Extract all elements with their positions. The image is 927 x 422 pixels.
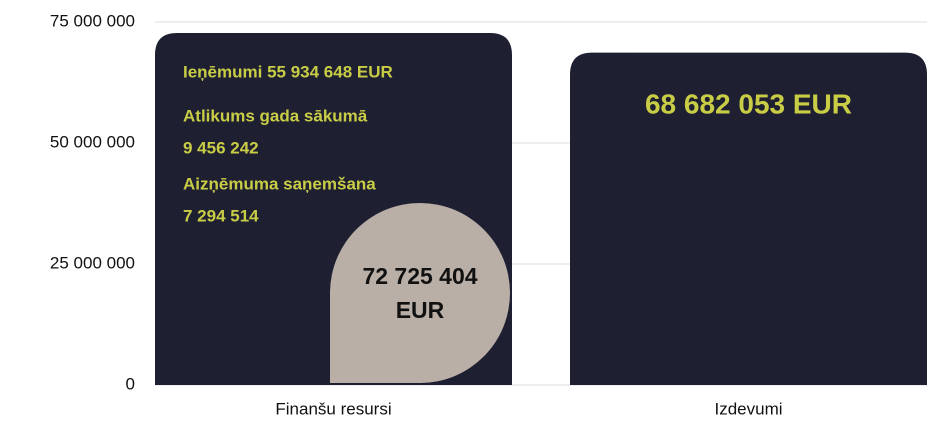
x-tick-label: Finanšu resursi bbox=[275, 399, 391, 418]
y-tick-label: 25 000 000 bbox=[50, 253, 135, 272]
y-tick-label: 50 000 000 bbox=[50, 132, 135, 151]
bar bbox=[570, 52, 927, 386]
annotation: Aizņēmuma saņemšana bbox=[183, 174, 376, 193]
x-tick-label: Izdevumi bbox=[714, 399, 782, 418]
y-tick-label: 75 000 000 bbox=[50, 11, 135, 30]
y-tick-label: 0 bbox=[126, 374, 135, 393]
value-label: 68 682 053 EUR bbox=[645, 88, 852, 119]
annotation: Atlikums gada sākumā bbox=[183, 106, 368, 125]
annotation: Ieņēmumi 55 934 648 EUR bbox=[183, 62, 393, 81]
annotation: 9 456 242 bbox=[183, 138, 259, 157]
value-label: 72 725 404 EUR bbox=[362, 262, 478, 324]
label-bubble bbox=[330, 203, 510, 383]
annotation: 7 294 514 bbox=[183, 206, 259, 225]
value-label-box: 72 725 404 EUR bbox=[362, 262, 478, 324]
